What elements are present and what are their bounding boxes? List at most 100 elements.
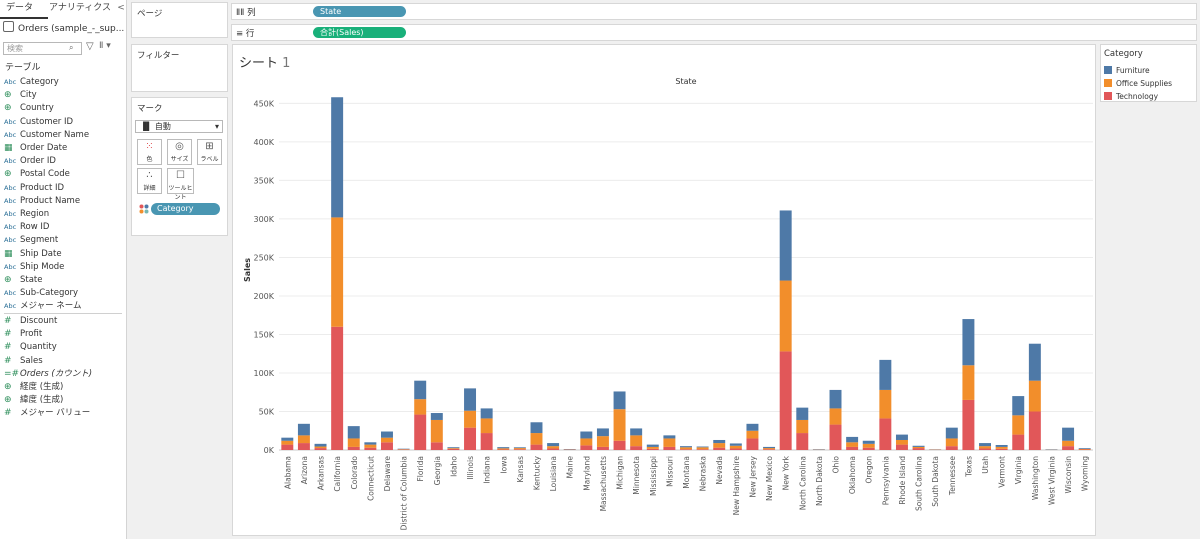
field-name: Product ID xyxy=(20,182,65,193)
dimension-field[interactable]: ⊕ City xyxy=(4,89,37,102)
dimension-field[interactable]: Abc メジャー ネーム xyxy=(4,300,82,313)
measure-field[interactable]: # メジャー バリュー xyxy=(4,407,90,420)
dimension-field[interactable]: Abc Row ID xyxy=(4,221,49,234)
rows-shelf[interactable]: ≡ 行 合計(Sales) xyxy=(231,24,1197,41)
bar-segment xyxy=(995,444,1008,447)
string-type-icon: Abc xyxy=(4,183,17,192)
measure-field[interactable]: # Profit xyxy=(4,328,42,341)
dimension-field[interactable]: Abc Product ID xyxy=(4,182,64,195)
bar-segment xyxy=(1028,380,1041,412)
dimension-field[interactable]: Abc Order ID xyxy=(4,155,56,168)
dimension-field[interactable]: Abc Sub-Category xyxy=(4,287,78,300)
bar-segment xyxy=(513,448,526,450)
pages-card[interactable]: ページ xyxy=(131,2,228,38)
bar-segment xyxy=(430,419,443,443)
detail-button-label: 詳細 xyxy=(143,185,156,192)
x-tick-label: Alabama xyxy=(283,456,292,489)
bar-segment xyxy=(347,438,360,447)
bar-segment xyxy=(696,449,709,450)
bar-segment xyxy=(829,408,842,425)
field-name: Product Name xyxy=(20,195,81,206)
search-input[interactable]: 検索 xyxy=(3,42,82,55)
field-name: メジャー バリュー xyxy=(20,408,91,419)
field-name: Quantity xyxy=(20,342,57,353)
bar-segment xyxy=(414,414,427,450)
dimension-field[interactable]: ⊕ Country xyxy=(4,102,54,115)
measure-field[interactable]: # Quantity xyxy=(4,341,57,354)
filters-card[interactable]: フィルター xyxy=(131,44,228,92)
dimension-field[interactable]: Abc Region xyxy=(4,208,49,221)
bar-segment xyxy=(779,351,792,450)
bar-segment xyxy=(596,446,609,450)
bar-segment xyxy=(530,433,543,445)
bar-segment xyxy=(347,426,360,439)
bar-segment xyxy=(464,410,477,428)
bar-segment xyxy=(331,326,344,450)
bar-segment xyxy=(979,443,992,447)
dimension-field[interactable]: ▦ Order Date xyxy=(4,142,67,155)
columns-pill-state[interactable]: State xyxy=(313,6,406,17)
dimension-field[interactable]: Abc Product Name xyxy=(4,195,80,208)
size-button[interactable]: ◎ サイズ xyxy=(167,139,192,165)
legend-item-technology[interactable]: Technology xyxy=(1104,92,1158,102)
chevron-down-icon: ▾ xyxy=(214,122,219,131)
label-button[interactable]: ⊞ ラベル xyxy=(197,139,222,165)
bar-segment xyxy=(497,449,510,450)
bar-segment xyxy=(497,448,510,450)
bar-segment xyxy=(646,444,659,447)
collapse-pane-icon[interactable]: < xyxy=(117,3,125,13)
legend-item-office-supplies[interactable]: Office Supplies xyxy=(1104,79,1172,89)
label-button-label: ラベル xyxy=(200,156,219,163)
dimension-field[interactable]: Abc Ship Mode xyxy=(4,261,64,274)
tab-data[interactable]: データ xyxy=(0,0,48,19)
x-tick-label: California xyxy=(333,456,342,492)
dimension-field[interactable]: Abc Customer Name xyxy=(4,129,89,142)
bar-segment xyxy=(1028,343,1041,381)
view-options-icon[interactable]: Ⅱ ▾ xyxy=(99,41,111,51)
bar-segment xyxy=(779,210,792,281)
mark-type-value: 自動 xyxy=(154,122,171,131)
dimension-field[interactable]: Abc Segment xyxy=(4,234,58,247)
x-tick-label: Virginia xyxy=(1014,456,1023,484)
color-button[interactable]: ⁙ 色 xyxy=(137,139,162,165)
measure-field[interactable]: =#Orders (カウント) xyxy=(4,368,92,381)
bar-segment xyxy=(895,439,908,445)
globe-icon: ⊕ xyxy=(4,103,12,114)
x-tick-label: District of Columbia xyxy=(400,456,409,530)
measure-field[interactable]: # Discount xyxy=(4,315,57,328)
bar-segment xyxy=(364,444,377,448)
bar-segment xyxy=(729,448,742,450)
measure-field[interactable]: ⊕ 緯度 (生成) xyxy=(4,394,63,407)
dimension-field[interactable]: ⊕ State xyxy=(4,274,43,287)
measure-field[interactable]: # Sales xyxy=(4,355,43,368)
bar-segment xyxy=(895,434,908,440)
mark-type-select[interactable]: ▐▌ 自動 ▾ xyxy=(135,120,223,133)
datasource-item[interactable]: Orders (sample_-_sup... xyxy=(3,21,125,35)
dimension-field[interactable]: Abc Customer ID xyxy=(4,116,73,129)
rows-pill-sales[interactable]: 合計(Sales) xyxy=(313,27,406,38)
x-tick-label: Texas xyxy=(964,456,973,478)
color-field-pill[interactable]: Category xyxy=(151,203,220,215)
tab-analytics[interactable]: アナリティクス xyxy=(49,3,112,13)
filter-icon[interactable]: ▽ xyxy=(86,41,94,52)
tooltip-button[interactable]: ☐ ツールヒント xyxy=(167,168,194,201)
legend-swatch xyxy=(1104,79,1112,87)
bar-segment xyxy=(513,449,526,450)
measure-field[interactable]: ⊕ 経度 (生成) xyxy=(4,381,63,394)
dimension-field[interactable]: ⊕ Postal Code xyxy=(4,168,70,181)
legend-item-furniture[interactable]: Furniture xyxy=(1104,66,1150,76)
bar-segment xyxy=(962,365,975,400)
columns-shelf[interactable]: ⅡⅡ 列 State xyxy=(231,3,1197,20)
x-tick-label: Georgia xyxy=(433,456,442,485)
dimension-field[interactable]: Abc Category xyxy=(4,76,59,89)
bar-segment xyxy=(846,442,859,447)
chart-area xyxy=(232,44,1096,536)
bar-segment xyxy=(464,427,477,450)
detail-button[interactable]: ∴ 詳細 xyxy=(137,168,162,194)
bar-segment xyxy=(646,446,659,449)
number-type-icon: # xyxy=(4,408,12,419)
bar-segment xyxy=(912,448,925,450)
search-icon[interactable]: ⌕ xyxy=(69,43,74,52)
dimension-field[interactable]: ▦ Ship Date xyxy=(4,248,62,261)
color-encoding-icon xyxy=(139,204,149,217)
